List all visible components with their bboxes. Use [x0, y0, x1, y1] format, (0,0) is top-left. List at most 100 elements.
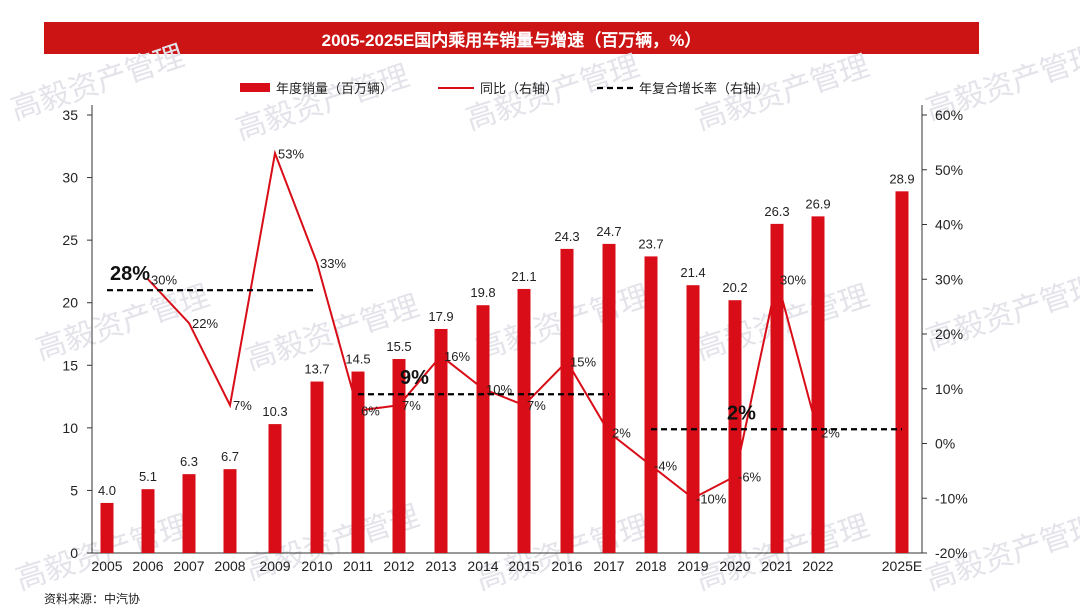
- legend-label-line: 同比（右轴）: [480, 81, 558, 96]
- x-tick-label: 2008: [214, 558, 245, 574]
- yoy-value-label: 7%: [233, 398, 252, 413]
- bar-value-label: 24.7: [596, 224, 621, 239]
- x-tick-label: 2021: [761, 558, 792, 574]
- y-right-tick-label: 50%: [935, 162, 963, 178]
- y-left-tick-label: 5: [70, 482, 78, 498]
- y-right-tick-label: -10%: [935, 490, 968, 506]
- yoy-value-label: 7%: [402, 398, 421, 413]
- legend-label-dashed: 年复合增长率（右轴）: [639, 81, 769, 96]
- bar: [728, 300, 742, 553]
- y-right-tick-label: 30%: [935, 271, 963, 287]
- x-tick-label: 2007: [173, 558, 204, 574]
- bar: [560, 248, 574, 553]
- bar: [268, 424, 282, 553]
- bar: [770, 223, 784, 554]
- cagr-label: 28%: [110, 263, 150, 285]
- yoy-value-label: -6%: [738, 469, 762, 484]
- bar: [602, 243, 616, 553]
- y-left-tick-label: 30: [62, 170, 78, 186]
- x-tick-label: 2025E: [882, 558, 922, 574]
- bar-value-label: 4.0: [98, 483, 116, 498]
- bar-value-label: 6.7: [221, 449, 239, 464]
- yoy-value-label: 7%: [527, 398, 546, 413]
- bar-value-label: 26.9: [805, 196, 830, 211]
- bar-series: [100, 191, 909, 554]
- bar-value-label: 17.9: [428, 309, 453, 324]
- watermark-text: 高毅资产管理: [7, 40, 188, 127]
- bar-value-label: 19.8: [470, 285, 495, 300]
- x-tick-label: 2014: [467, 558, 498, 574]
- x-tick-label: 2018: [635, 558, 666, 574]
- legend-swatch-bar: [240, 83, 270, 92]
- x-tick-label: 2016: [551, 558, 582, 574]
- bar: [434, 328, 448, 553]
- yoy-value-label: 30%: [780, 272, 806, 287]
- cagr-label: 2%: [727, 402, 756, 424]
- cagr-label: 9%: [400, 367, 429, 389]
- bar: [476, 305, 490, 553]
- line-series: [147, 149, 819, 500]
- line-labels: 30% 22% 7% 53% 33% 6% 7% 16% 10% 7% 15% 2% -4% -10% -6…: [151, 146, 840, 506]
- bar: [182, 474, 196, 553]
- bar-value-label: 23.7: [638, 236, 663, 251]
- yoy-value-label: -4%: [654, 458, 678, 473]
- cagr-series: 28% 9% 2%: [107, 263, 902, 431]
- axes: 0 5 10 15 20 25 30 35 -20% -10% 0% 10% 20% 30% 40% 50% 6…: [62, 105, 968, 574]
- yoy-value-label: 30%: [151, 272, 177, 287]
- yoy-value-label: 6%: [361, 404, 380, 419]
- x-tick-label: 2013: [425, 558, 456, 574]
- chart-title: 2005-2025E国内乘用车销量与增速（百万辆，%）: [44, 22, 979, 54]
- bar-labels: 4.0 5.1 6.3 6.7 10.3 13.7 14.5 15.5 17.9 19.8 21.1…: [98, 171, 915, 498]
- y-left-tick-label: 25: [62, 232, 78, 248]
- bar-value-label: 5.1: [139, 469, 157, 484]
- bar-value-label: 26.3: [764, 204, 789, 219]
- bar-value-label: 10.3: [262, 404, 287, 419]
- bar: [644, 256, 658, 553]
- watermark-text: 高毅资产管理: [32, 280, 213, 367]
- y-right-tick-label: 10%: [935, 381, 963, 397]
- bar-value-label: 24.3: [554, 229, 579, 244]
- x-tick-label: 2017: [593, 558, 624, 574]
- yoy-value-label: -10%: [696, 491, 727, 506]
- bar-value-label: 28.9: [889, 171, 914, 186]
- watermark-text: 高毅资产管理: [232, 60, 413, 147]
- bar-value-label: 21.1: [511, 269, 536, 284]
- bar: [310, 381, 324, 553]
- bar-value-label: 15.5: [386, 339, 411, 354]
- x-tick-label: 2020: [719, 558, 750, 574]
- bar: [811, 216, 825, 553]
- yoy-line: [147, 149, 819, 500]
- yoy-value-label: 53%: [278, 146, 304, 161]
- bar-value-label: 13.7: [304, 362, 329, 377]
- x-tick-label: 2009: [259, 558, 290, 574]
- bar: [686, 285, 700, 553]
- y-right-tick-label: 20%: [935, 326, 963, 342]
- bar: [223, 469, 237, 553]
- bar: [517, 288, 531, 553]
- x-tick-label: 2015: [508, 558, 539, 574]
- y-right-tick-label: 0%: [935, 436, 955, 452]
- y-left-tick-label: 10: [62, 420, 78, 436]
- bar-value-label: 6.3: [180, 454, 198, 469]
- y-left-tick-label: 0: [70, 545, 78, 561]
- bar: [100, 502, 114, 553]
- bar: [141, 489, 155, 553]
- source-note: 资料来源：中汽协: [44, 592, 141, 606]
- y-right-tick-label: -20%: [935, 545, 968, 561]
- yoy-value-label: 16%: [444, 349, 470, 364]
- yoy-value-label: 33%: [320, 256, 346, 271]
- bar: [895, 191, 909, 553]
- y-right-tick-label: 40%: [935, 217, 963, 233]
- y-left-tick-label: 20: [62, 295, 78, 311]
- yoy-value-label: 15%: [570, 354, 596, 369]
- yoy-value-label: 2%: [612, 426, 631, 441]
- bar-value-label: 20.2: [722, 280, 747, 295]
- x-tick-label: 2010: [301, 558, 332, 574]
- x-tick-label: 2019: [677, 558, 708, 574]
- bar-value-label: 14.5: [345, 352, 370, 367]
- bar-value-label: 21.4: [680, 265, 705, 280]
- y-left-tick-label: 35: [62, 107, 78, 123]
- x-tick-label: 2005: [91, 558, 122, 574]
